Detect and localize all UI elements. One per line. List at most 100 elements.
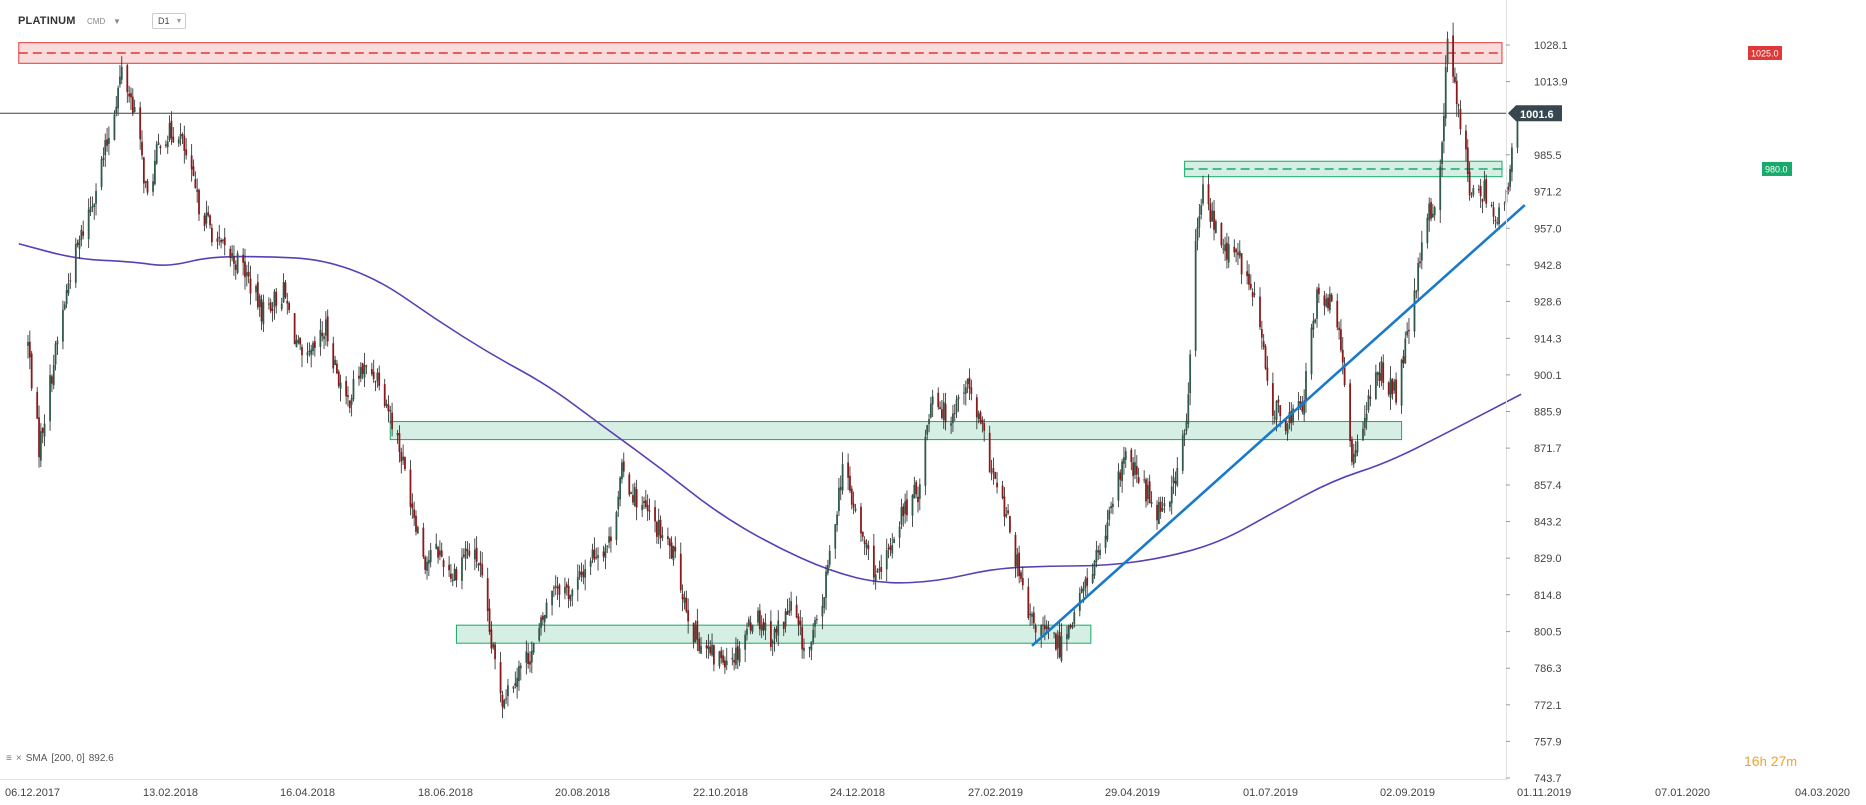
candle-bear (229, 248, 232, 258)
candle-bear (1034, 625, 1037, 633)
candle-bear (82, 231, 85, 236)
candle-bull (1374, 372, 1377, 400)
candle-bull (1202, 184, 1204, 204)
candle-bear (185, 149, 188, 156)
close-icon[interactable]: × (15, 753, 22, 764)
price-tags: 1025.0 980.0 1001.6 (1508, 45, 1792, 176)
candle-bull (540, 617, 542, 628)
candle-bear (797, 616, 800, 625)
candle-bear (165, 144, 167, 146)
candle-bear (284, 282, 287, 298)
candle-bull (1413, 290, 1416, 332)
candle-bear (288, 302, 291, 311)
candle-bull (359, 367, 362, 379)
candle-bull (350, 398, 353, 405)
candle-bear (567, 585, 570, 599)
candle-bear (1235, 249, 1238, 253)
candle-bear (468, 551, 471, 556)
candle-bear (1490, 205, 1493, 207)
candle-bull (87, 209, 90, 240)
candle-bear (685, 597, 688, 612)
candle-bull (1104, 535, 1107, 548)
y-tick-label: 942.8 (1534, 260, 1562, 272)
candle-bear (1119, 472, 1122, 480)
candle-bull (953, 412, 956, 415)
candle-bear (1209, 203, 1212, 222)
candle-bull (218, 236, 221, 239)
x-tick-label: 22.10.2018 (693, 787, 748, 799)
candle-bull (576, 576, 579, 590)
y-axis: 1028.1 1013.9 985.5 971.2 957.0 942.8 928.6 914… (1506, 0, 1568, 785)
current-price-tag: 1001.6 (1508, 105, 1562, 122)
candle-bull (757, 610, 759, 623)
timeframe-select[interactable]: D1 ▼ (152, 13, 186, 29)
candle-bull (152, 181, 154, 192)
candle-bear (293, 313, 296, 345)
candle-bull (312, 342, 314, 352)
candle-bull (589, 560, 592, 567)
candle-bear (988, 432, 991, 472)
candle-bull (731, 657, 734, 660)
candle-bear (801, 626, 804, 650)
candle-bull (267, 303, 270, 305)
candle-bull (554, 585, 557, 588)
y-tick-label: 885.9 (1534, 407, 1562, 419)
candle-bear (1137, 477, 1140, 483)
candle-bear (365, 365, 368, 367)
candle-bull (1472, 188, 1475, 195)
candle-bear (130, 93, 132, 98)
candle-bear (758, 610, 761, 630)
candle-bull (952, 413, 954, 424)
candle-bear (30, 353, 33, 389)
x-tick-label: 04.03.2020 (1795, 787, 1850, 799)
candle-bull (545, 602, 548, 619)
candle-bear (286, 300, 289, 304)
list-icon[interactable]: ≡ (6, 753, 12, 764)
candle-bull (707, 646, 710, 650)
candle-bear (1260, 329, 1263, 338)
candle-bull (43, 423, 46, 437)
candle-bear (358, 375, 360, 379)
candle-bear (799, 620, 802, 625)
symbol-name[interactable]: PLATINUM (18, 15, 76, 27)
candle-bull (273, 291, 276, 308)
candle-bull (963, 392, 965, 394)
candle-bull (113, 114, 116, 140)
candle-bear (448, 564, 450, 571)
candle-bear (795, 604, 798, 618)
candle-bear (486, 578, 489, 612)
candle-bear (308, 350, 311, 353)
candle-bull (1325, 298, 1328, 307)
candle-bear (1481, 198, 1484, 202)
candle-bear (139, 107, 142, 140)
candle-bear (455, 569, 458, 581)
candle-bull (744, 634, 747, 650)
candle-bull (1093, 561, 1096, 576)
candle-bull (957, 396, 960, 400)
candle-bull (179, 134, 182, 139)
candle-bear (863, 540, 866, 544)
support-price-tag-bg (1762, 161, 1792, 176)
candle-bull (1124, 451, 1127, 460)
candle-bear (1226, 242, 1228, 260)
candle-bear (1271, 383, 1274, 416)
candle-bull (339, 382, 342, 389)
sma-value: 892.6 (88, 753, 114, 764)
candle-bull (100, 159, 103, 188)
candle-bull (518, 665, 520, 682)
candle-bear (667, 536, 669, 540)
candle-bear (644, 500, 647, 507)
candle-bear (541, 615, 544, 620)
candle-bear (970, 387, 973, 394)
candle-bull (711, 644, 713, 656)
candle-bear (983, 423, 986, 431)
candle-bull (1056, 635, 1059, 649)
candle-bear (632, 495, 634, 503)
candle-bear (216, 238, 219, 242)
candle-bull (1312, 320, 1315, 330)
candle-bull (310, 349, 313, 355)
candle-bear (849, 475, 851, 491)
candle-bull (841, 464, 844, 491)
symbol-dropdown-icon[interactable]: ▼ (113, 16, 121, 26)
